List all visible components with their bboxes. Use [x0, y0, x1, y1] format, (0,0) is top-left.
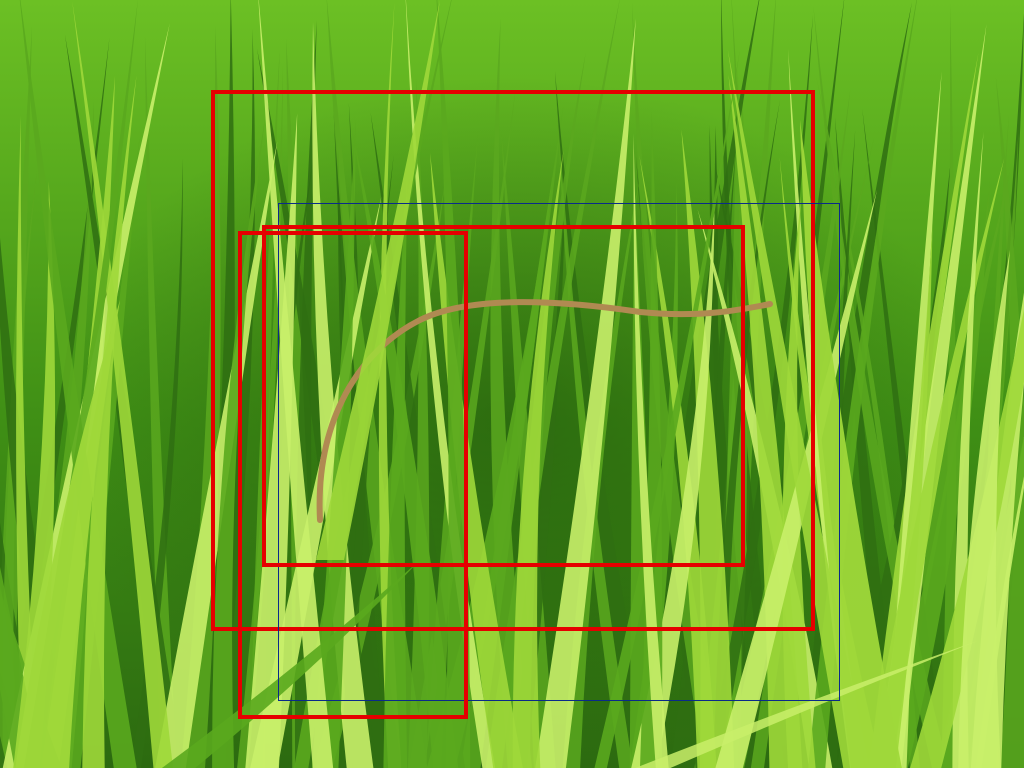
grass-blade [633, 133, 669, 768]
grass-blade [958, 250, 1010, 768]
grass-blade [639, 155, 717, 768]
grass-blade [144, 36, 177, 768]
grass-blade [212, 117, 266, 768]
grass-blade [782, 195, 816, 768]
grass-blade [436, 0, 471, 768]
grass-blade [15, 300, 120, 768]
grass-blade [995, 77, 1024, 768]
blight-leaf [316, 299, 773, 523]
grass-blade [82, 74, 137, 768]
grass-blade [383, 165, 408, 768]
grass-blade [130, 158, 183, 768]
grass-blade [16, 115, 38, 768]
grass-blade [2, 169, 38, 768]
grass-blade [378, 1, 402, 768]
grass-blade [155, 141, 278, 768]
grass-blade [635, 640, 980, 768]
grass-blade [245, 113, 298, 768]
grass-blade [681, 129, 735, 768]
grass-blade [800, 120, 902, 768]
grass-blade [351, 127, 459, 768]
grass-blade [0, 735, 8, 768]
grass-blade [0, 566, 44, 768]
grass-blade [631, 201, 715, 768]
grass-blade [877, 223, 933, 768]
grass-blade [512, 149, 564, 768]
grass-blade [72, 0, 173, 768]
grass-blade [510, 167, 567, 768]
